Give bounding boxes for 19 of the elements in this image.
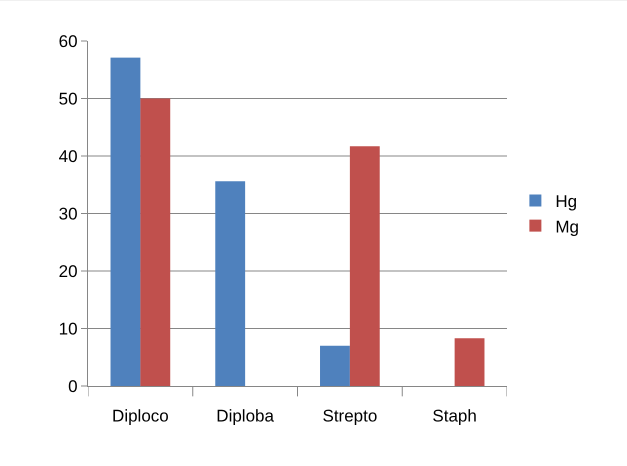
x-tick-label: Staph <box>432 406 477 426</box>
legend-label: Mg <box>555 217 580 236</box>
legend-label: Hg <box>555 192 578 212</box>
y-tick-label: 20 <box>58 262 78 281</box>
x-tick-label: Diploba <box>216 406 274 426</box>
y-tick-label: 50 <box>58 89 78 108</box>
bar <box>140 98 170 386</box>
y-tick-label: 10 <box>58 319 78 338</box>
y-tick-label: 30 <box>58 204 78 224</box>
x-tick-label: Diploco <box>112 406 169 426</box>
bar <box>350 146 380 386</box>
y-tick-label: 40 <box>58 146 78 166</box>
bar <box>320 346 350 386</box>
y-tick-label: 60 <box>58 32 78 51</box>
bar <box>215 181 246 386</box>
x-tick-label: Strepto <box>322 406 378 426</box>
y-tick-label: 0 <box>68 376 78 396</box>
bar <box>454 338 484 386</box>
bar <box>110 58 140 386</box>
